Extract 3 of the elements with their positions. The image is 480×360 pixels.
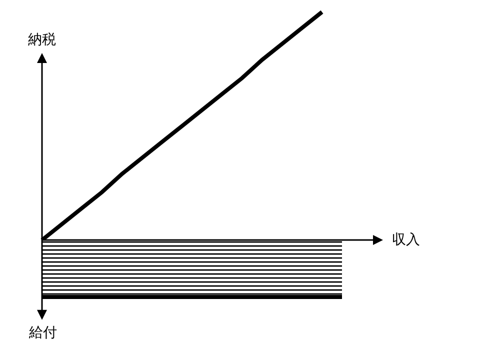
x-axis-title: 収入: [392, 232, 420, 248]
y-axis-title: 納税: [28, 32, 56, 48]
text: 給付: [28, 325, 57, 341]
